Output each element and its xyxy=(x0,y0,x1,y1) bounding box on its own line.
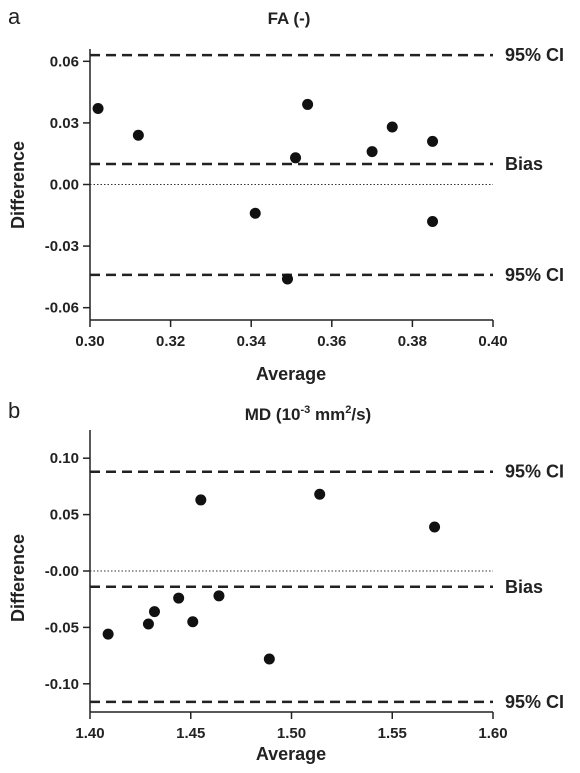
x-tick-label: 0.36 xyxy=(317,333,346,350)
data-point xyxy=(102,628,114,640)
chart-title-superscript-2: 2 xyxy=(345,404,351,416)
chart-title-suffix: /s) xyxy=(351,405,371,424)
y-tick-label: -0.05 xyxy=(45,619,79,636)
data-point xyxy=(427,135,439,147)
x-axis-label: Average xyxy=(256,364,326,384)
reference-line-label: 95% CI xyxy=(505,45,564,65)
x-tick-label: 0.32 xyxy=(156,333,185,350)
data-point xyxy=(213,590,225,602)
reference-line-label: 95% CI xyxy=(505,692,564,712)
y-tick-label: 0.10 xyxy=(50,450,79,467)
data-point xyxy=(302,98,314,110)
x-tick-label: 1.60 xyxy=(478,725,507,742)
x-tick-label: 0.38 xyxy=(398,333,427,350)
chart-title: FA (-) xyxy=(268,9,311,28)
reference-line-label: 95% CI xyxy=(505,462,564,482)
y-tick-label: -0.00 xyxy=(45,563,79,580)
panel-letter: a xyxy=(8,4,21,29)
data-point xyxy=(132,129,144,141)
chart-title-text: FA (-) xyxy=(268,9,311,28)
reference-line-label: Bias xyxy=(505,577,543,597)
y-tick-label: 0.00 xyxy=(50,177,79,194)
y-axis-label: Difference xyxy=(8,141,28,229)
y-tick-label: -0.06 xyxy=(45,300,79,317)
reference-line-label: 95% CI xyxy=(505,265,564,285)
chart-title-superscript: -3 xyxy=(301,404,311,416)
data-point xyxy=(386,121,398,133)
data-point xyxy=(142,618,154,630)
y-tick-label: 0.05 xyxy=(50,507,79,524)
panel-b: b MD (10-3 mm2/s) 0.10 0.05 -0.00 -0.05 -0.1… xyxy=(8,398,564,764)
data-point xyxy=(249,207,261,219)
data-point xyxy=(429,521,441,533)
data-point xyxy=(92,103,104,115)
x-tick-label: 1.50 xyxy=(277,725,306,742)
x-tick-label: 1.55 xyxy=(378,725,407,742)
plot-area: 0.10 0.05 -0.00 -0.05 -0.10 1.40 1.45 1.50 1.55 1… xyxy=(45,430,564,742)
y-axis-label: Difference xyxy=(8,534,28,622)
plot-area: 0.06 0.03 0.00 -0.03 -0.06 0.30 0.32 0.34 0.36 0.… xyxy=(45,45,564,350)
x-tick-label: 0.40 xyxy=(478,333,507,350)
y-tick-label: 0.06 xyxy=(50,53,79,70)
chart-title-text: MD (10 xyxy=(245,405,301,424)
data-point xyxy=(187,616,199,628)
panel-a: a FA (-) 0.060.030.00-0.03-0.060.30 0.32 0… xyxy=(8,4,564,384)
data-point xyxy=(427,215,439,227)
data-point xyxy=(148,606,160,618)
chart-title: MD (10-3 mm2/s) xyxy=(245,404,371,424)
x-tick-label: 0.30 xyxy=(75,333,104,350)
x-tick-label: 1.40 xyxy=(75,725,104,742)
y-tick-label: -0.03 xyxy=(45,238,79,255)
panel-letter: b xyxy=(8,398,20,423)
reference-line-label: Bias xyxy=(505,154,543,174)
x-tick-label: 1.45 xyxy=(176,725,205,742)
y-tick-label: -0.10 xyxy=(45,676,79,693)
x-tick-label: 0.34 xyxy=(237,333,267,350)
x-axis-label: Average xyxy=(256,744,326,764)
data-point xyxy=(314,488,326,500)
chart-title-text-mid: mm xyxy=(310,405,345,424)
data-point xyxy=(173,592,185,604)
data-point xyxy=(281,273,293,285)
data-point xyxy=(366,146,378,158)
data-point xyxy=(195,494,207,506)
data-point xyxy=(290,152,302,164)
data-point xyxy=(263,653,275,665)
y-tick-label: 0.03 xyxy=(50,115,79,132)
